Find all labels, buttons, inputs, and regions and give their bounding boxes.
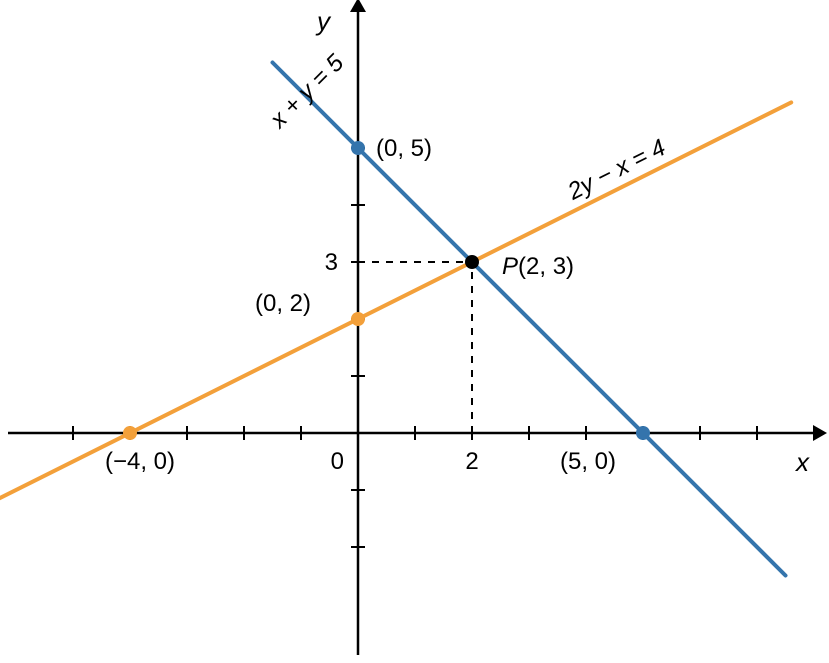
point-pP [465, 255, 479, 269]
point-label-pm40: (−4, 0) [105, 448, 175, 475]
plot-line-line2 [0, 102, 791, 501]
point-label-p05: (0, 5) [376, 135, 432, 162]
axis-value-label: 2 [465, 448, 478, 475]
point-p05 [351, 141, 365, 155]
point-pm40 [123, 426, 137, 440]
x-axis-arrow [813, 425, 827, 441]
x-axis-label: x [794, 447, 810, 477]
plot-line-line1 [273, 63, 786, 576]
equation-label-line1: x + y = 5 [264, 49, 349, 134]
point-label-pP: P(2, 3) [502, 253, 574, 280]
origin-label: 0 [331, 448, 344, 475]
point-p02 [351, 312, 365, 326]
coordinate-plane: x + y = 52y − x = 4yx032(0, 5)(5, 0)(0, … [0, 0, 829, 663]
chart-container: x + y = 52y − x = 4yx032(0, 5)(5, 0)(0, … [0, 0, 829, 663]
point-p50 [636, 426, 650, 440]
y-axis-arrow [350, 0, 366, 12]
y-axis-label: y [315, 6, 332, 36]
point-label-p50: (5, 0) [560, 448, 616, 475]
point-label-p02: (0, 2) [255, 290, 311, 317]
axis-value-label: 3 [325, 249, 338, 276]
axes [8, 0, 827, 655]
